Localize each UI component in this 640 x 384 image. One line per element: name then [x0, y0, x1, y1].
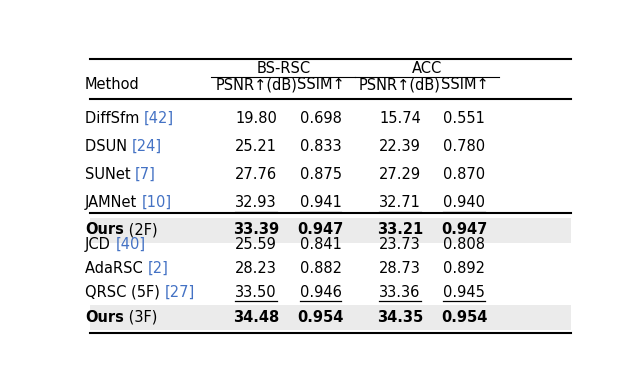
Text: [7]: [7]	[135, 167, 156, 182]
Text: 0.875: 0.875	[300, 167, 342, 182]
Text: 33.21: 33.21	[377, 222, 423, 237]
Text: 0.940: 0.940	[444, 195, 485, 210]
Text: Ours: Ours	[85, 310, 124, 325]
Text: 25.21: 25.21	[235, 139, 277, 154]
Text: Ours: Ours	[85, 222, 124, 237]
Text: 28.73: 28.73	[379, 261, 421, 276]
Text: 32.93: 32.93	[236, 195, 277, 210]
Text: 0.892: 0.892	[444, 261, 485, 276]
Text: 0.941: 0.941	[300, 195, 342, 210]
Text: QRSC (5F): QRSC (5F)	[85, 285, 164, 300]
Text: AdaRSC: AdaRSC	[85, 261, 147, 276]
FancyBboxPatch shape	[90, 218, 571, 243]
Text: [10]: [10]	[142, 195, 172, 210]
Text: 0.833: 0.833	[300, 139, 341, 154]
Text: 28.23: 28.23	[235, 261, 277, 276]
Text: 33.39: 33.39	[233, 222, 279, 237]
Text: 0.551: 0.551	[444, 111, 485, 126]
Text: 0.698: 0.698	[300, 111, 342, 126]
Text: 0.946: 0.946	[300, 285, 342, 300]
Text: 0.947: 0.947	[298, 222, 344, 237]
Text: 33.36: 33.36	[380, 285, 420, 300]
Text: (2F): (2F)	[124, 222, 157, 237]
Text: 25.59: 25.59	[235, 237, 277, 252]
Text: BS-RSC: BS-RSC	[256, 61, 310, 76]
Text: 27.76: 27.76	[235, 167, 277, 182]
Text: 0.954: 0.954	[441, 310, 488, 325]
Text: JCD: JCD	[85, 237, 115, 252]
Text: 0.870: 0.870	[444, 167, 486, 182]
Text: 0.954: 0.954	[298, 310, 344, 325]
Text: Method: Method	[85, 77, 140, 92]
Text: 33.50: 33.50	[236, 285, 277, 300]
Text: 15.74: 15.74	[379, 111, 421, 126]
Text: 32.71: 32.71	[379, 195, 421, 210]
Text: DiffSfm: DiffSfm	[85, 111, 144, 126]
Text: [2]: [2]	[147, 261, 168, 276]
Text: [40]: [40]	[115, 237, 145, 252]
Text: 0.780: 0.780	[444, 139, 486, 154]
Text: ACC: ACC	[412, 61, 442, 76]
Text: (3F): (3F)	[124, 310, 157, 325]
Text: 0.945: 0.945	[444, 285, 485, 300]
Text: DSUN: DSUN	[85, 139, 132, 154]
Text: PSNR↑(dB): PSNR↑(dB)	[215, 77, 297, 92]
Text: [27]: [27]	[164, 285, 195, 300]
Text: 23.73: 23.73	[379, 237, 420, 252]
Text: 0.947: 0.947	[441, 222, 488, 237]
Text: SUNet: SUNet	[85, 167, 135, 182]
Text: PSNR↑(dB): PSNR↑(dB)	[359, 77, 441, 92]
Text: 34.35: 34.35	[377, 310, 423, 325]
Text: 22.39: 22.39	[379, 139, 421, 154]
Text: SSIM↑: SSIM↑	[440, 77, 488, 92]
Text: 0.882: 0.882	[300, 261, 342, 276]
Text: SSIM↑: SSIM↑	[297, 77, 344, 92]
Text: [42]: [42]	[144, 111, 174, 126]
Text: [24]: [24]	[132, 139, 162, 154]
FancyBboxPatch shape	[90, 305, 571, 330]
Text: 0.808: 0.808	[444, 237, 485, 252]
Text: JAMNet: JAMNet	[85, 195, 142, 210]
Text: 0.841: 0.841	[300, 237, 342, 252]
Text: 34.48: 34.48	[233, 310, 279, 325]
Text: 27.29: 27.29	[379, 167, 421, 182]
Text: 19.80: 19.80	[235, 111, 277, 126]
